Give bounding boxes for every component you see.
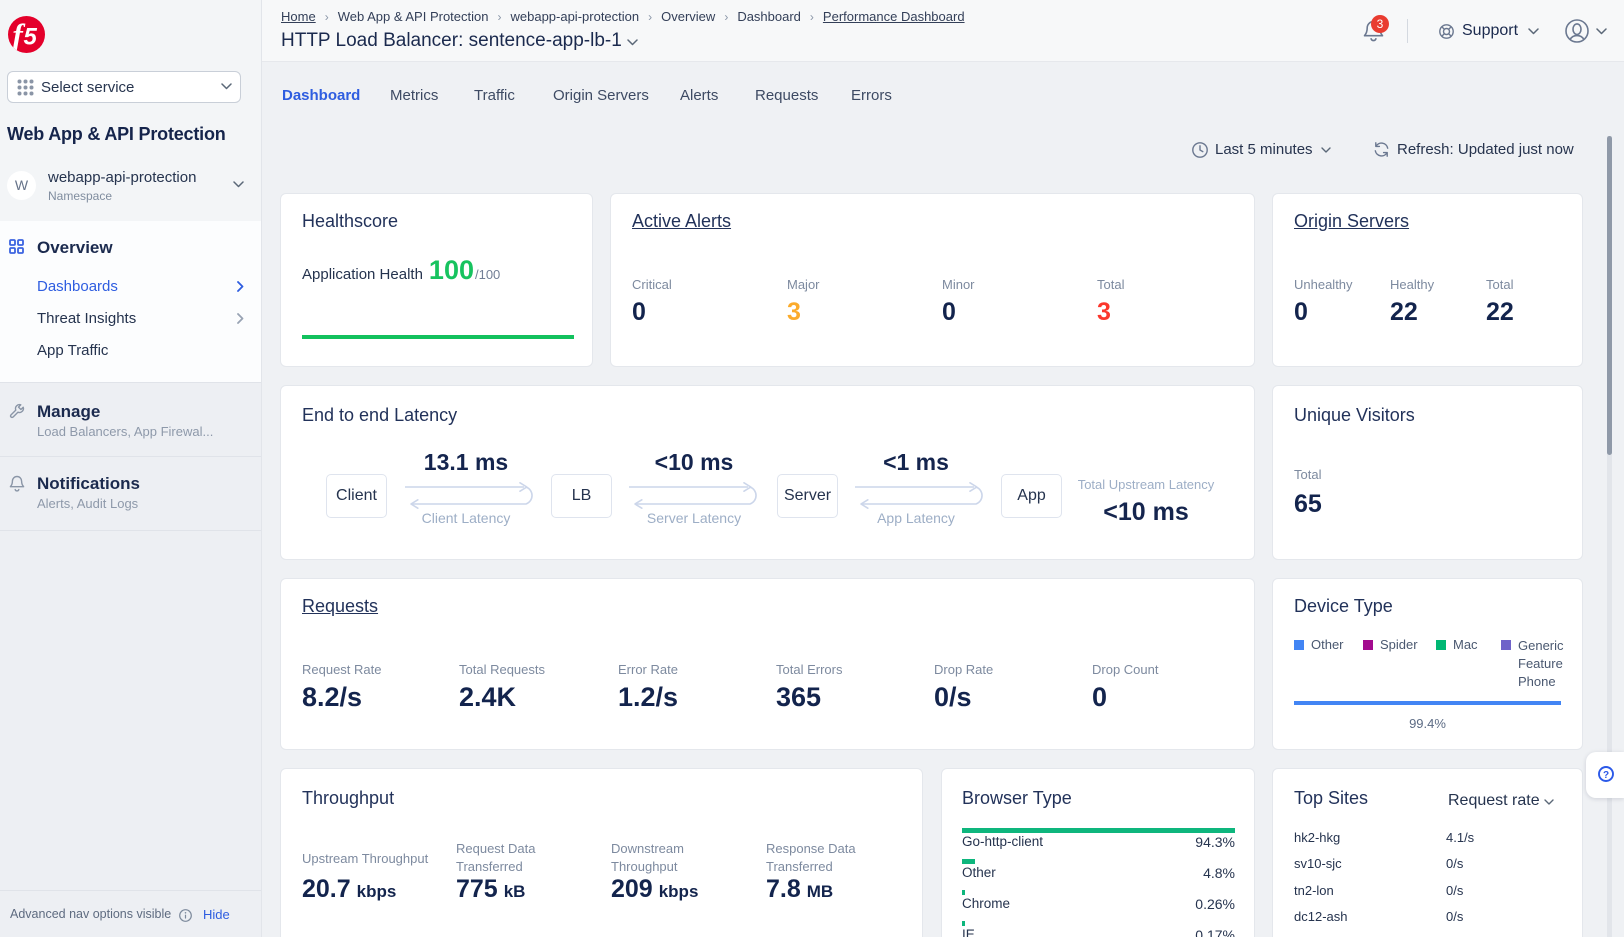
svg-text:5: 5 [24,24,38,51]
svg-text:?: ? [1603,770,1609,781]
svg-text:f: f [13,17,26,52]
